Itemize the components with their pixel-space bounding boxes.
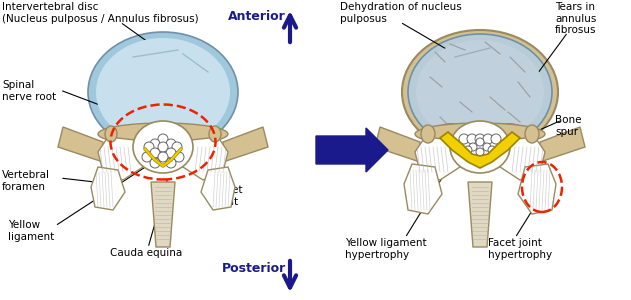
Polygon shape [404, 164, 442, 214]
Polygon shape [518, 164, 556, 214]
Circle shape [483, 143, 491, 151]
Polygon shape [440, 132, 520, 168]
Circle shape [150, 148, 160, 158]
Ellipse shape [437, 138, 459, 156]
Polygon shape [223, 127, 268, 162]
Circle shape [150, 158, 160, 168]
Circle shape [142, 152, 152, 162]
Text: Cauda equina: Cauda equina [110, 248, 182, 258]
Ellipse shape [88, 32, 238, 152]
Text: Intervertebral disc
(Nucleus pulposus / Annulus fibrosus): Intervertebral disc (Nucleus pulposus / … [2, 2, 199, 24]
Circle shape [158, 134, 168, 144]
Ellipse shape [408, 34, 552, 150]
Circle shape [158, 142, 168, 152]
Circle shape [150, 139, 160, 149]
Ellipse shape [184, 138, 206, 156]
Text: Yellow ligament
hypertrophy: Yellow ligament hypertrophy [345, 238, 427, 260]
Polygon shape [201, 167, 235, 210]
Ellipse shape [120, 138, 142, 156]
Ellipse shape [105, 126, 117, 142]
Circle shape [476, 148, 484, 156]
Text: Posterior: Posterior [221, 262, 286, 275]
Ellipse shape [421, 125, 435, 143]
Circle shape [172, 142, 182, 152]
Ellipse shape [96, 38, 230, 146]
Circle shape [488, 146, 496, 154]
Ellipse shape [488, 123, 528, 145]
Polygon shape [415, 137, 460, 180]
Ellipse shape [415, 123, 545, 145]
Ellipse shape [209, 126, 221, 142]
Circle shape [475, 134, 485, 144]
Circle shape [158, 152, 168, 162]
Polygon shape [375, 127, 420, 162]
Ellipse shape [416, 40, 544, 144]
Polygon shape [151, 182, 175, 247]
Polygon shape [500, 137, 545, 180]
Text: Facet joint
hypertrophy: Facet joint hypertrophy [488, 238, 552, 260]
Polygon shape [540, 127, 585, 162]
Circle shape [491, 134, 501, 144]
Ellipse shape [525, 125, 539, 143]
Circle shape [483, 134, 493, 144]
Polygon shape [58, 127, 103, 162]
Circle shape [166, 158, 176, 168]
FancyArrow shape [316, 128, 388, 172]
Ellipse shape [432, 123, 472, 145]
Text: Tears in
annulus
fibrosus: Tears in annulus fibrosus [555, 2, 596, 35]
Text: Vertebral
foramen: Vertebral foramen [2, 170, 50, 192]
Circle shape [476, 138, 484, 146]
Text: Dehydration of nucleus
pulposus: Dehydration of nucleus pulposus [340, 2, 462, 24]
Ellipse shape [501, 138, 523, 156]
Ellipse shape [98, 123, 228, 145]
Circle shape [174, 152, 184, 162]
Circle shape [166, 148, 176, 158]
Polygon shape [183, 137, 228, 180]
Circle shape [467, 134, 477, 144]
Polygon shape [91, 167, 125, 210]
Ellipse shape [133, 121, 193, 173]
Text: Yellow
ligament: Yellow ligament [8, 220, 54, 242]
Polygon shape [98, 137, 143, 180]
Circle shape [144, 142, 154, 152]
Text: Bone
spur: Bone spur [555, 115, 582, 136]
Circle shape [469, 143, 477, 151]
Text: Facet
joint: Facet joint [215, 185, 242, 207]
Text: Spinal
nerve root: Spinal nerve root [2, 80, 56, 102]
Circle shape [459, 134, 469, 144]
Text: Anterior: Anterior [228, 10, 286, 23]
Ellipse shape [402, 30, 558, 154]
Ellipse shape [450, 121, 510, 173]
Circle shape [464, 146, 472, 154]
Polygon shape [468, 182, 492, 247]
Circle shape [166, 139, 176, 149]
